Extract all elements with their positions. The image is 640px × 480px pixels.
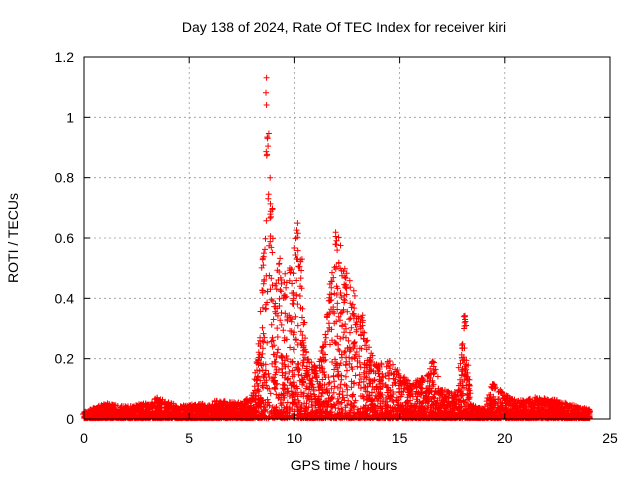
y-axis-label: ROTI / TECUs xyxy=(5,193,21,283)
x-tick-label: 15 xyxy=(392,430,408,446)
x-tick-label: 20 xyxy=(497,430,513,446)
y-tick-label: 1.2 xyxy=(55,49,75,65)
x-tick-label: 25 xyxy=(602,430,618,446)
axis-ticks: 0 5 10 15 20 25 0 0.2 0.4 0.6 0.8 1 1.2 xyxy=(55,49,618,446)
x-tick-label: 10 xyxy=(287,430,303,446)
x-tick-label: 5 xyxy=(185,430,193,446)
y-tick-label: 0.4 xyxy=(55,290,75,306)
x-tick-label: 0 xyxy=(80,430,88,446)
roti-series-points xyxy=(80,74,593,422)
y-tick-label: 0.2 xyxy=(55,351,75,367)
data-points xyxy=(80,74,593,422)
y-tick-label: 0 xyxy=(66,411,74,427)
y-tick-label: 1 xyxy=(66,109,74,125)
y-tick-label: 0.6 xyxy=(55,230,75,246)
chart-title: Day 138 of 2024, Rate Of TEC Index for r… xyxy=(182,19,506,35)
y-tick-label: 0.8 xyxy=(55,170,75,186)
x-axis-label: GPS time / hours xyxy=(291,457,398,473)
